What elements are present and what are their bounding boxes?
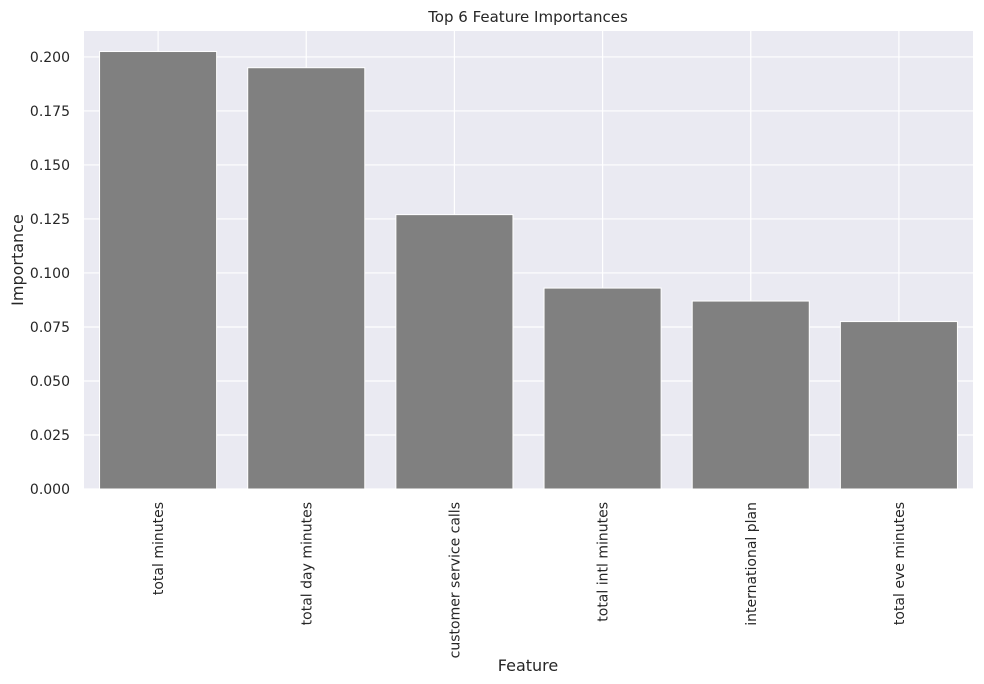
y-tick-label: 0.175 xyxy=(30,104,70,120)
y-tick-label: 0.025 xyxy=(30,428,70,444)
y-tick-label: 0.000 xyxy=(30,482,70,498)
y-tick-label: 0.050 xyxy=(30,374,70,390)
y-tick-label: 0.075 xyxy=(30,320,70,336)
y-axis-label: Importance xyxy=(8,214,27,306)
y-tick-label: 0.125 xyxy=(30,212,70,228)
bar-customer-service-calls xyxy=(395,214,514,490)
y-tick-labels: 0.000 0.025 0.050 0.075 0.100 0.125 0.150 0.175… xyxy=(30,50,70,498)
x-tick-labels: total minutes total day minutes customer s… xyxy=(151,502,908,658)
x-tick-label: customer service calls xyxy=(447,502,463,658)
x-tick-label: total minutes xyxy=(151,502,167,595)
y-tick-label: 0.100 xyxy=(30,266,70,282)
bar-international-plan xyxy=(691,300,810,490)
bar-total-intl-minutes xyxy=(543,287,662,490)
x-axis-label: Feature xyxy=(498,656,558,675)
bar-total-day-minutes xyxy=(247,67,366,490)
y-tick-label: 0.150 xyxy=(30,158,70,174)
bars xyxy=(99,51,958,490)
bar-total-eve-minutes xyxy=(839,321,958,490)
x-tick-label: international plan xyxy=(744,502,760,626)
y-tick-label: 0.200 xyxy=(30,50,70,66)
chart-title: Top 6 Feature Importances xyxy=(427,8,628,26)
bar-total-minutes xyxy=(99,51,218,490)
x-tick-label: total eve minutes xyxy=(892,502,908,625)
x-tick-label: total intl minutes xyxy=(596,502,612,622)
plot-background xyxy=(84,31,973,489)
x-tick-label: total day minutes xyxy=(299,502,315,625)
